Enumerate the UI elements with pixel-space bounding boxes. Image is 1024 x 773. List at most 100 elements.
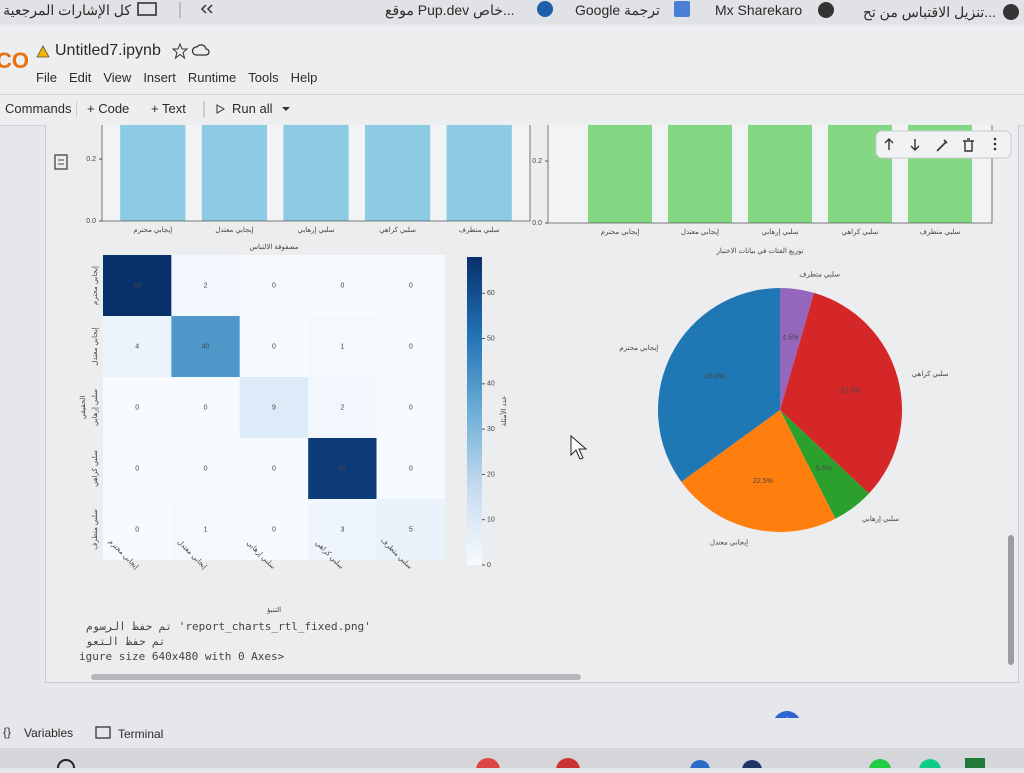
bar	[283, 125, 349, 221]
output-line: igure size 640x480 with 0 Axes>	[79, 650, 285, 663]
variables-tab[interactable]: Variables	[24, 726, 74, 740]
y-tick-label: سلبي كراهي	[91, 450, 99, 487]
add-text-button[interactable]: + Text	[151, 101, 186, 116]
menu-item[interactable]: Insert	[143, 70, 176, 85]
bar	[364, 125, 431, 221]
cell-label: 1	[340, 343, 344, 350]
cell-label: 0	[204, 465, 208, 472]
x-axis-label: التنبؤ	[266, 606, 281, 614]
x-tick-label: سلبي كراهي	[379, 226, 416, 234]
bookmarks-bar: تنزيل الاقتباس من تح... Mx Sharekaro Goo…	[0, 0, 1024, 24]
axis-spines	[547, 125, 993, 224]
x-tick-label: إيجابي محترم	[133, 226, 172, 234]
heatmap-cell	[103, 255, 172, 316]
heatmap-cell	[376, 499, 445, 560]
x-tick-label: إيجابي معتدل	[215, 226, 253, 234]
y-tick-label: سلبي متطرف	[91, 509, 99, 550]
slice-percent: 5.5%	[816, 465, 832, 472]
cell-label: 3	[340, 526, 344, 533]
heatmap-cell	[171, 499, 240, 560]
bookmark[interactable]: Mx Sharekaro	[715, 2, 803, 18]
cell-label: 4	[135, 343, 139, 350]
cell-label: 68	[133, 282, 141, 289]
heatmap-cell	[376, 438, 445, 499]
x-tick-label: سلبي إرهابي	[761, 228, 798, 236]
output-line: تم حفظ الرسوم 'report_charts_rtl_fixed.p…	[86, 620, 371, 633]
pie-chart: سلبي متطرف 4.5% سلبي كراهي 32.5% سلبي إرهابي…	[619, 247, 948, 547]
bookmark[interactable]: تنزيل الاقتباس من تح...	[862, 4, 996, 20]
bookmark[interactable]: كل الإشارات المرجعية	[3, 2, 131, 18]
terminal-tab[interactable]: Terminal	[118, 727, 164, 741]
menu-item[interactable]: Runtime	[187, 70, 237, 85]
slice-percent: 32.5%	[841, 388, 861, 395]
menu-item[interactable]: Edit	[68, 70, 92, 85]
heatmap-cell	[103, 377, 172, 438]
bookmark[interactable]: موقع Pup.dev خاص...	[385, 2, 515, 18]
cell-label: 0	[409, 282, 413, 289]
y-axis-label: الحقيقي	[79, 396, 87, 420]
h-scrollbar[interactable]	[91, 674, 581, 680]
heatmap-cell	[103, 438, 172, 499]
v-scrollbar[interactable]	[1008, 535, 1014, 665]
run-all-button[interactable]: Run all	[232, 101, 273, 116]
heatmap-cell	[103, 316, 172, 377]
y-tick-label: 0.0	[86, 218, 96, 225]
colorbar	[467, 257, 482, 565]
heatmap-cell	[171, 316, 240, 377]
menu-item[interactable]: Tools	[248, 70, 279, 85]
menu-item[interactable]: File	[36, 70, 57, 85]
commands-button[interactable]: Commands	[5, 101, 72, 116]
cell-label: 0	[272, 343, 276, 350]
cell-label: 0	[272, 282, 276, 289]
slice-label: سلبي إرهابي	[862, 515, 899, 523]
pie-slice	[658, 288, 780, 482]
taskbar-icons	[57, 758, 985, 773]
cell-label: 0	[409, 404, 413, 411]
bar	[120, 125, 186, 221]
pie-slice	[681, 410, 836, 532]
bar	[588, 125, 652, 223]
heatmap-cell	[239, 377, 309, 438]
bar	[446, 125, 512, 221]
heatmap-cell	[308, 377, 377, 438]
axis-spines	[101, 125, 531, 222]
heatmap-cell	[376, 255, 445, 316]
heatmap-cell	[239, 316, 309, 377]
bar	[748, 125, 812, 223]
x-tick-label: سلبي إرهابي	[297, 226, 334, 234]
colorbar-tick-label: 50	[487, 335, 495, 342]
bookmark[interactable]: Google ترجمة	[575, 2, 660, 18]
heatmap-cell	[171, 438, 240, 499]
cell-label: 0	[272, 526, 276, 533]
colorbar-tick-label: 40	[487, 381, 495, 388]
cell-label: 0	[409, 343, 413, 350]
drive-icon	[36, 45, 50, 58]
pie-slice	[780, 410, 869, 519]
cell-label: 0	[409, 465, 413, 472]
pie-slice	[780, 292, 902, 494]
cell-label: 2	[204, 282, 208, 289]
menu-item[interactable]: View	[103, 70, 132, 85]
menu-item[interactable]: Help	[290, 70, 318, 85]
heatmap-cell	[376, 316, 445, 377]
notebook-title[interactable]: Untitled7.ipynb	[55, 42, 161, 59]
slice-percent: 22.5%	[753, 478, 773, 485]
bar	[201, 125, 268, 221]
x-tick-label: إيجابي محترم	[601, 228, 640, 236]
add-code-button[interactable]: + Code	[87, 101, 130, 116]
slice-label: إيجابي محترم	[619, 344, 658, 352]
colorbar-tick-label: 0	[487, 562, 491, 569]
cell-actions[interactable]	[875, 130, 1012, 159]
cell-label: 65	[339, 465, 347, 472]
bar-chart: إيجابي محترم إيجابي معتدل سلبي إرهابي سلبي …	[86, 125, 531, 234]
heatmap-cell	[308, 316, 377, 377]
y-tick-label: سلبي إرهابي	[91, 389, 99, 426]
heatmap-cell	[308, 255, 377, 316]
pie-slice	[780, 288, 815, 410]
bottom-bar: Variables Terminal {}	[0, 718, 1024, 748]
heatmap-cell	[103, 499, 172, 560]
x-tick-label: سلبي متطرف	[920, 228, 961, 236]
y-tick-label: 0.2	[86, 156, 96, 163]
